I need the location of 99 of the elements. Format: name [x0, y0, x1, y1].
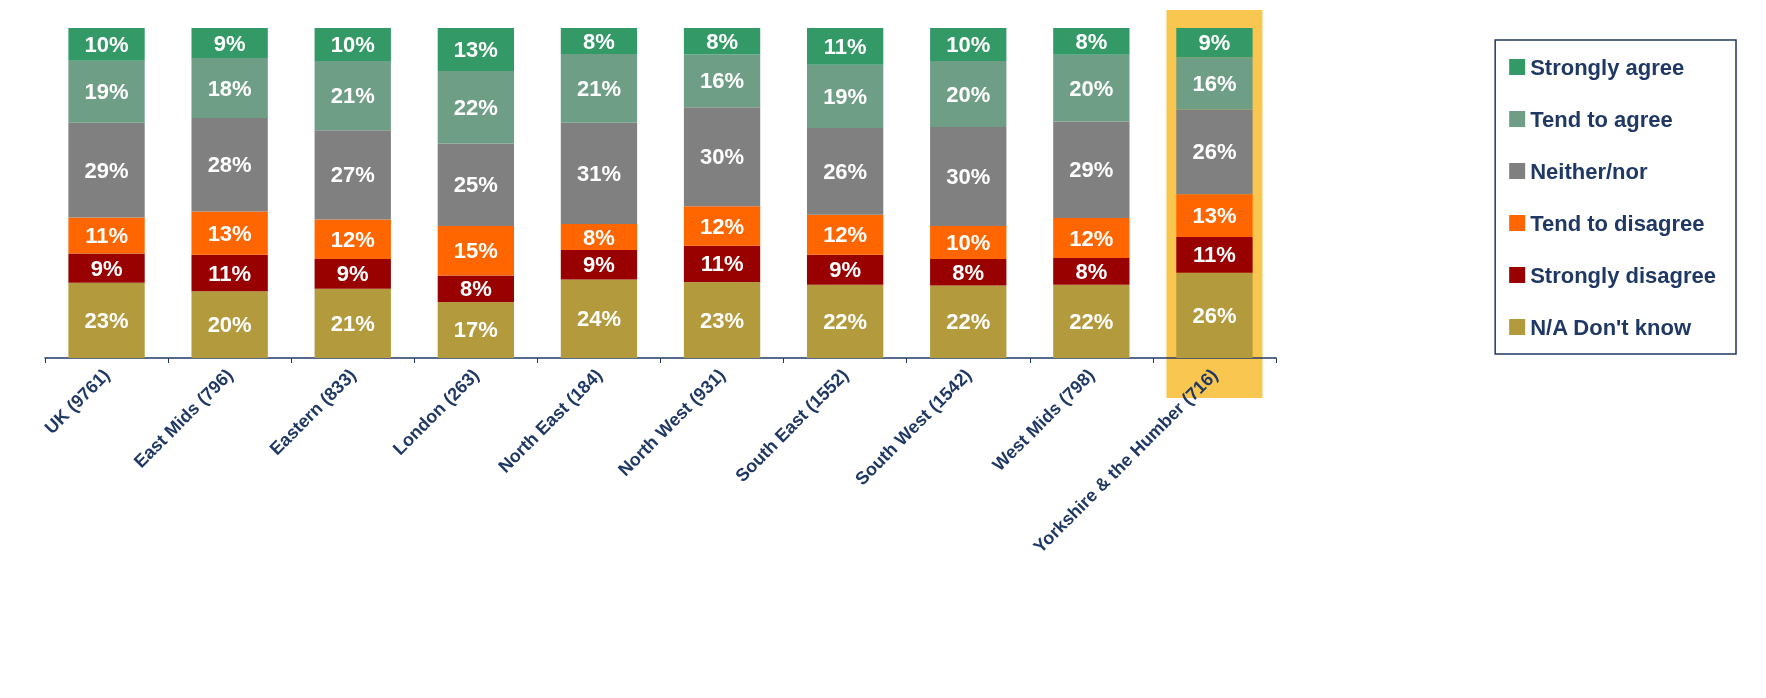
- data-label: 9%: [90, 255, 123, 281]
- bar: [930, 127, 1007, 226]
- data-label: 21%: [330, 83, 375, 109]
- data-label: 31%: [576, 160, 621, 186]
- data-label: 22%: [823, 308, 868, 334]
- data-label: 26%: [1192, 302, 1237, 328]
- bar: [191, 211, 268, 255]
- data-label: 11%: [823, 33, 867, 59]
- data-label: 15%: [453, 238, 498, 264]
- data-label: 22%: [946, 309, 991, 335]
- data-label: 11%: [208, 260, 252, 286]
- data-label: 8%: [952, 259, 985, 285]
- data-label: 30%: [700, 144, 745, 170]
- data-label: 10%: [946, 32, 991, 57]
- data-label: 9%: [336, 261, 369, 287]
- data-label: 12%: [823, 222, 868, 248]
- data-label: 23%: [84, 307, 129, 333]
- bar: [1176, 194, 1253, 237]
- bar: [191, 291, 268, 358]
- data-label: 19%: [823, 83, 868, 109]
- bar: [68, 122, 145, 218]
- data-label: 12%: [1069, 225, 1114, 251]
- legend-label: Strongly agree: [1530, 54, 1685, 80]
- bar: [68, 282, 145, 358]
- data-label: 20%: [946, 81, 991, 107]
- bar: [437, 301, 515, 358]
- data-label: 13%: [453, 36, 498, 62]
- legend-label: Neither/nor: [1530, 158, 1648, 184]
- data-label: 22%: [1069, 308, 1114, 334]
- data-label: 25%: [453, 172, 498, 198]
- data-label: 18%: [207, 75, 252, 101]
- data-label: 13%: [207, 220, 252, 246]
- data-label: 16%: [1192, 70, 1237, 96]
- data-label: 17%: [453, 317, 498, 343]
- bar: [1053, 121, 1130, 219]
- data-label: 8%: [1075, 258, 1108, 284]
- data-label: 10%: [84, 31, 129, 57]
- bar: [930, 285, 1007, 358]
- data-label: 8%: [459, 276, 492, 302]
- data-label: 24%: [576, 306, 621, 332]
- bar: [437, 70, 515, 144]
- bar: [806, 284, 884, 358]
- data-label: 16%: [700, 68, 745, 94]
- bar: [191, 58, 268, 119]
- legend-label: Strongly disagree: [1530, 262, 1717, 288]
- data-label: 22%: [453, 94, 498, 120]
- data-label: 11%: [85, 222, 128, 248]
- data-label: 9%: [583, 252, 615, 278]
- bar: [806, 64, 884, 128]
- data-label: 30%: [946, 164, 991, 189]
- data-label: 8%: [706, 28, 738, 54]
- bar: [1176, 272, 1253, 358]
- data-label: 9%: [1198, 30, 1231, 56]
- data-label: 27%: [330, 162, 375, 188]
- data-label: 12%: [700, 213, 745, 239]
- data-label: 23%: [700, 307, 745, 333]
- data-label: 10%: [330, 32, 375, 57]
- bar: [1053, 284, 1130, 358]
- bar: [437, 143, 515, 226]
- data-label: 9%: [213, 30, 246, 56]
- data-label: 21%: [576, 75, 621, 101]
- data-label: 26%: [1192, 139, 1237, 165]
- data-label: 29%: [1069, 157, 1114, 183]
- data-label: 13%: [1192, 203, 1237, 229]
- bar: [683, 107, 761, 207]
- bar: [560, 122, 638, 225]
- bar: [1176, 109, 1253, 195]
- data-label: 29%: [84, 157, 129, 183]
- bar: [437, 226, 515, 276]
- bar: [560, 54, 638, 123]
- bar: [191, 118, 268, 212]
- data-label: 19%: [84, 79, 129, 105]
- data-label: 9%: [829, 257, 862, 283]
- bar: [68, 60, 145, 123]
- data-label: 20%: [1069, 75, 1114, 101]
- bar: [314, 61, 391, 131]
- bar: [1176, 57, 1253, 110]
- data-label: 11%: [700, 251, 744, 277]
- data-label: 8%: [583, 224, 615, 250]
- legend-label: Tend to agree: [1530, 106, 1673, 132]
- data-label: 8%: [1075, 28, 1108, 54]
- data-label: 11%: [1193, 242, 1236, 268]
- bar: [930, 61, 1007, 127]
- data-label: 26%: [823, 158, 868, 184]
- data-label: 8%: [583, 28, 615, 54]
- bar: [560, 279, 638, 358]
- data-label: 21%: [330, 310, 375, 336]
- bar: [683, 54, 761, 108]
- data-label: 10%: [946, 230, 991, 255]
- bar: [314, 288, 391, 358]
- data-label: 12%: [330, 226, 375, 252]
- data-label: 20%: [207, 312, 252, 338]
- bar: [806, 127, 884, 215]
- bar: [683, 282, 761, 358]
- legend-label: Tend to disagree: [1530, 210, 1705, 236]
- bar: [1053, 54, 1130, 122]
- legend-label: N/A Don't know: [1530, 314, 1692, 340]
- bar: [314, 130, 391, 220]
- data-label: 28%: [207, 152, 252, 178]
